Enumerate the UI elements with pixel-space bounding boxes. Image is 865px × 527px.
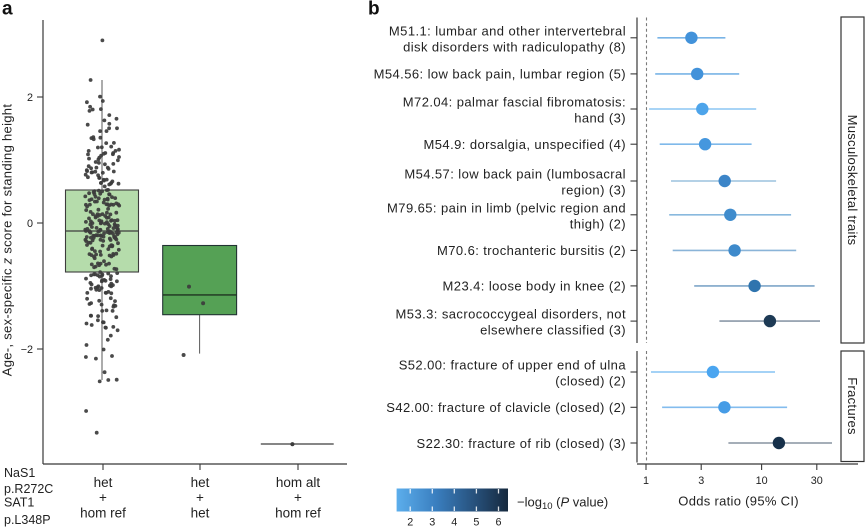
svg-text:1: 1 bbox=[643, 475, 649, 487]
svg-text:−log10 (P value): −log10 (P value) bbox=[517, 495, 608, 513]
svg-text:3: 3 bbox=[429, 516, 435, 527]
svg-text:M51.1: lumbar and other interv: M51.1: lumbar and other intervertebral bbox=[389, 23, 626, 38]
svg-text:het: het bbox=[191, 506, 210, 521]
svg-text:het: het bbox=[191, 475, 210, 490]
svg-text:S22.30: fracture of rib (close: S22.30: fracture of rib (closed) (3) bbox=[417, 436, 626, 451]
svg-text:hom ref: hom ref bbox=[80, 506, 126, 521]
svg-text:(closed) (2): (closed) (2) bbox=[555, 374, 626, 389]
svg-text:S42.00: fracture of clavicle (: S42.00: fracture of clavicle (closed) (2… bbox=[386, 400, 626, 415]
svg-text:hand (3): hand (3) bbox=[574, 111, 626, 126]
svg-text:10: 10 bbox=[756, 475, 768, 487]
svg-text:3: 3 bbox=[698, 475, 704, 487]
svg-text:+: + bbox=[294, 490, 302, 505]
svg-text:−2: −2 bbox=[21, 344, 33, 356]
svg-text:M53.3: sacrococcygeal disorder: M53.3: sacrococcygeal disorders, not bbox=[396, 307, 626, 322]
svg-text:M54.9: dorsalgia, unspecified: M54.9: dorsalgia, unspecified (4) bbox=[424, 137, 626, 152]
svg-text:30: 30 bbox=[811, 475, 823, 487]
svg-text:b: b bbox=[368, 0, 380, 20]
svg-text:a: a bbox=[2, 0, 13, 20]
svg-text:M54.57: low back pain (lumbosa: M54.57: low back pain (lumbosacral bbox=[404, 167, 626, 182]
svg-text:thigh) (2): thigh) (2) bbox=[570, 216, 626, 231]
svg-text:Odds ratio (95% CI): Odds ratio (95% CI) bbox=[678, 493, 799, 508]
svg-text:elsewhere classified (3): elsewhere classified (3) bbox=[480, 323, 626, 338]
svg-text:2: 2 bbox=[27, 92, 33, 104]
svg-text:M79.65: pain in limb (pelvic r: M79.65: pain in limb (pelvic region and bbox=[387, 200, 626, 215]
svg-text:2: 2 bbox=[407, 516, 413, 527]
svg-text:NaS1: NaS1 bbox=[4, 466, 35, 480]
svg-text:M70.6: trochanteric bursitis (: M70.6: trochanteric bursitis (2) bbox=[437, 243, 626, 258]
svg-text:p.L348P: p.L348P bbox=[4, 513, 51, 527]
svg-text:p.R272C: p.R272C bbox=[4, 482, 53, 496]
svg-text:SAT1: SAT1 bbox=[4, 496, 34, 510]
svg-text:Musculoskeletal traits: Musculoskeletal traits bbox=[845, 115, 860, 246]
svg-text:M72.04: palmar fascial fibroma: M72.04: palmar fascial fibromatosis: bbox=[403, 95, 626, 110]
svg-text:disk disorders with radiculopa: disk disorders with radiculopathy (8) bbox=[403, 39, 626, 54]
svg-text:Age-, sex-specific z score for: Age-, sex-specific z score for standing … bbox=[0, 104, 15, 377]
svg-text:S52.00: fracture of upper end: S52.00: fracture of upper end of ulna bbox=[399, 358, 627, 373]
svg-text:0: 0 bbox=[27, 218, 33, 230]
svg-text:het: het bbox=[94, 475, 113, 490]
svg-text:M23.4: loose body in knee (2): M23.4: loose body in knee (2) bbox=[443, 279, 626, 294]
svg-text:5: 5 bbox=[473, 516, 479, 527]
svg-text:+: + bbox=[99, 490, 107, 505]
svg-text:+: + bbox=[196, 490, 204, 505]
svg-text:M54.56: low back pain, lumbar: M54.56: low back pain, lumbar region (5) bbox=[374, 67, 626, 82]
svg-text:hom ref: hom ref bbox=[275, 506, 321, 521]
svg-text:Fractures: Fractures bbox=[845, 377, 860, 435]
svg-text:region) (3): region) (3) bbox=[561, 183, 626, 198]
svg-text:hom alt: hom alt bbox=[276, 475, 321, 490]
svg-text:4: 4 bbox=[451, 516, 457, 527]
svg-text:6: 6 bbox=[495, 516, 501, 527]
